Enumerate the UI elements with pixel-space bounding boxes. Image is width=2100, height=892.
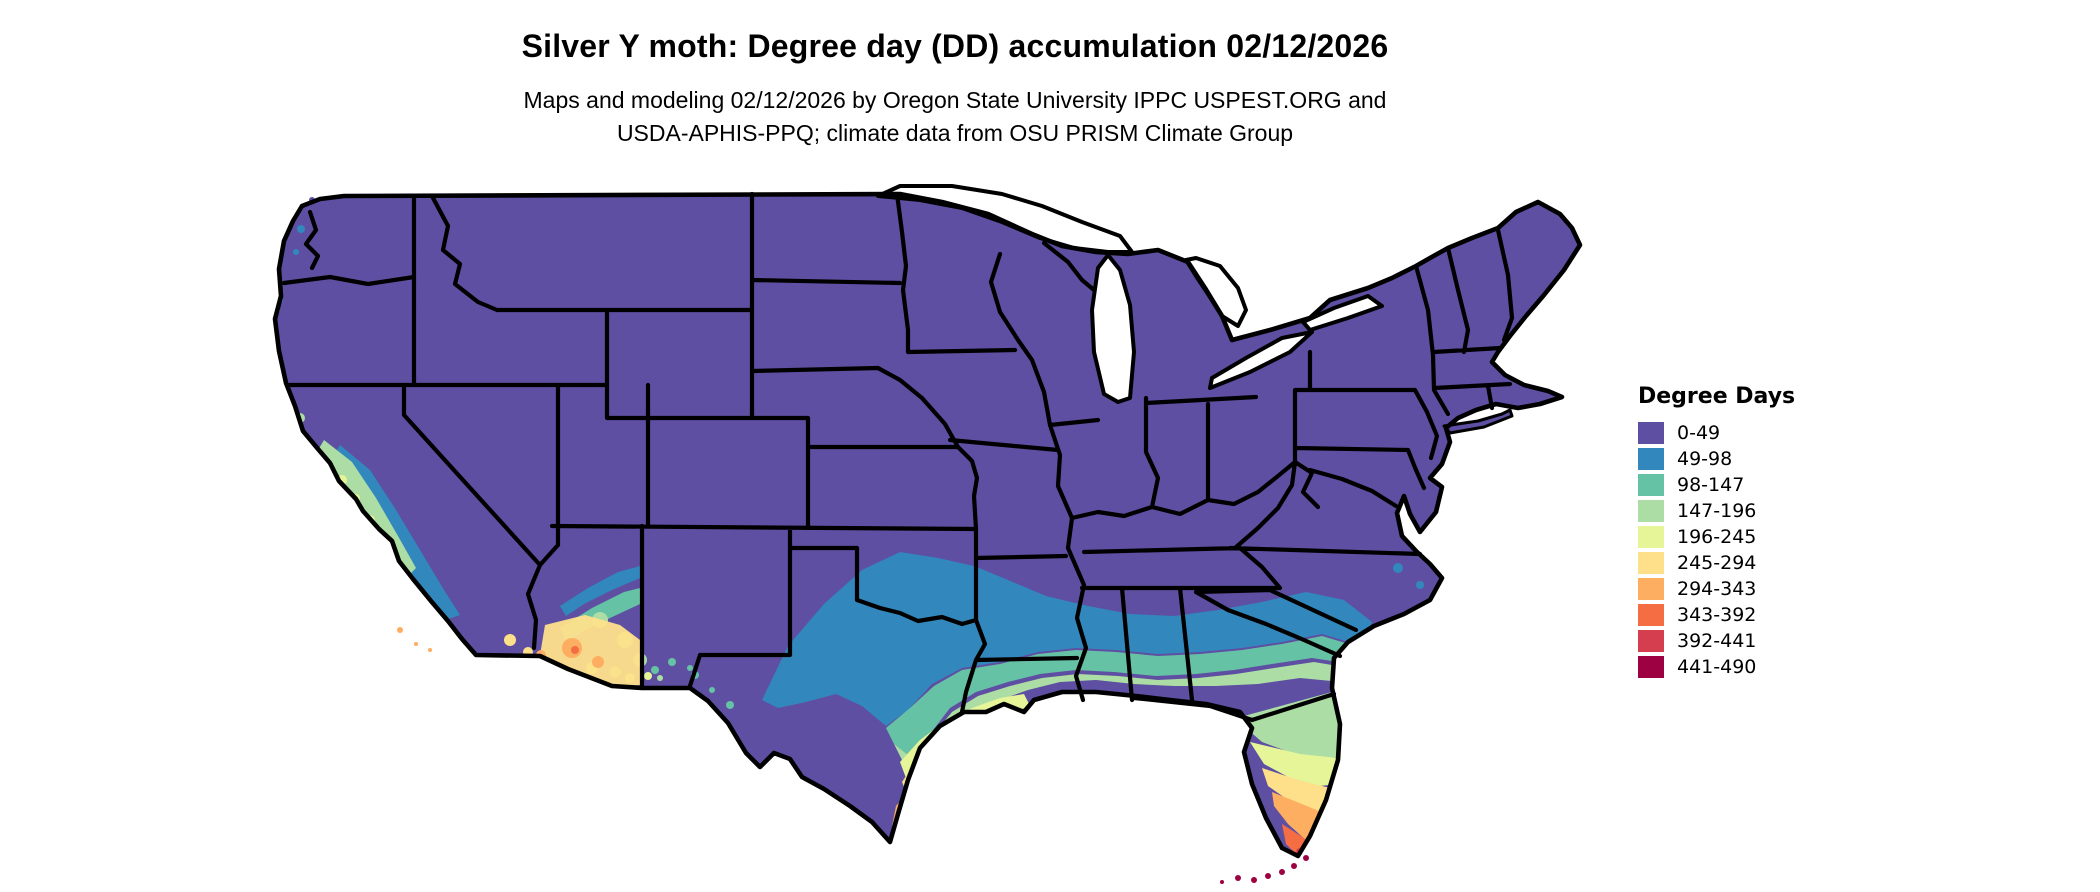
legend-label: 147-196 <box>1677 500 1757 522</box>
legend-label: 245-294 <box>1677 552 1757 574</box>
florida-keys <box>1220 855 1309 884</box>
legend-label: 49-98 <box>1677 448 1733 470</box>
legend-row-196-245: 196-245 <box>1638 526 1795 548</box>
legend-row-147-196: 147-196 <box>1638 500 1795 522</box>
legend-swatch-294-343 <box>1638 578 1664 600</box>
conus-landmass <box>275 194 1580 856</box>
legend-label: 343-392 <box>1677 604 1757 626</box>
legend-swatch-98-147 <box>1638 474 1664 496</box>
legend-title: Degree Days <box>1638 384 1796 409</box>
legend-row-245-294: 245-294 <box>1638 552 1795 574</box>
legend-swatch-147-196 <box>1638 500 1664 522</box>
figure-subtitle-line1: Maps and modeling 02/12/2026 by Oregon S… <box>523 87 1387 113</box>
legend-swatch-0-49 <box>1638 422 1664 444</box>
legend-row-392-441: 392-441 <box>1638 630 1795 652</box>
legend-swatch-392-441 <box>1638 630 1664 652</box>
legend-swatch-245-294 <box>1638 552 1664 574</box>
map-legend: Degree Days 0-49 49-98 98-147 147-196 196-24… <box>1638 384 1795 682</box>
legend-label: 441-490 <box>1677 656 1757 678</box>
legend-rows: 0-49 49-98 98-147 147-196 196-245 245-294 294-… <box>1638 422 1795 678</box>
long-island <box>1442 408 1514 435</box>
conus-outline <box>272 191 1583 859</box>
legend-row-98-147: 98-147 <box>1638 474 1795 496</box>
legend-swatch-441-490 <box>1638 656 1664 678</box>
legend-swatch-343-392 <box>1638 604 1664 626</box>
figure-subtitle-line2: USDA-APHIS-PPQ; climate data from OSU PR… <box>616 120 1294 146</box>
legend-row-0-49: 0-49 <box>1638 422 1795 444</box>
figure-subtitle: Maps and modeling 02/12/2026 by Oregon S… <box>0 84 1910 150</box>
legend-label: 294-343 <box>1677 578 1757 600</box>
legend-swatch-196-245 <box>1638 526 1664 548</box>
legend-row-441-490: 441-490 <box>1638 656 1795 678</box>
legend-swatch-49-98 <box>1638 448 1664 470</box>
channel-islands <box>397 627 432 652</box>
lake-michigan <box>1090 253 1136 404</box>
conus-base <box>275 194 1580 856</box>
legend-row-343-392: 343-392 <box>1638 604 1795 626</box>
legend-label: 196-245 <box>1677 526 1757 548</box>
figure-title: Silver Y moth: Degree day (DD) accumulat… <box>521 28 1389 64</box>
legend-row-294-343: 294-343 <box>1638 578 1795 600</box>
state-borders <box>281 191 1515 723</box>
legend-label: 392-441 <box>1677 630 1757 652</box>
legend-label: 0-49 <box>1677 422 1721 444</box>
legend-label: 98-147 <box>1677 474 1745 496</box>
legend-row-49-98: 49-98 <box>1638 448 1795 470</box>
lake-erie <box>1208 330 1314 390</box>
